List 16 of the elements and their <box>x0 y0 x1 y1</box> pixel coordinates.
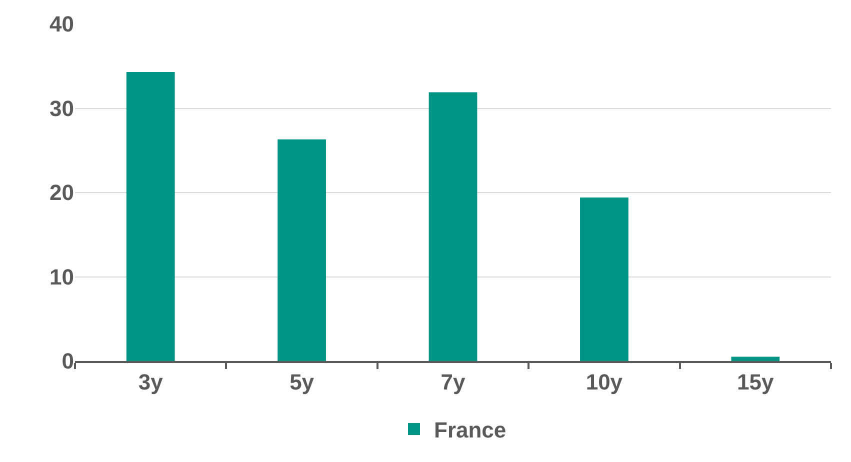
bar <box>126 72 175 361</box>
x-tick-label: 7y <box>440 369 466 394</box>
x-tick-label: 3y <box>138 369 164 394</box>
y-tick-label: 30 <box>50 96 74 121</box>
y-tick-label: 20 <box>50 180 74 206</box>
x-tick-label: 5y <box>290 369 315 394</box>
bar <box>731 356 780 361</box>
x-tick-label: 10y <box>586 369 624 394</box>
bar <box>580 198 628 361</box>
bar <box>278 139 326 361</box>
x-tick-label: 15y <box>737 369 775 394</box>
legend-label: France <box>434 418 506 443</box>
y-tick-label: 40 <box>50 12 74 37</box>
bar <box>428 92 478 361</box>
y-tick-label: 10 <box>50 264 74 290</box>
y-tick-label: 0 <box>62 348 74 374</box>
